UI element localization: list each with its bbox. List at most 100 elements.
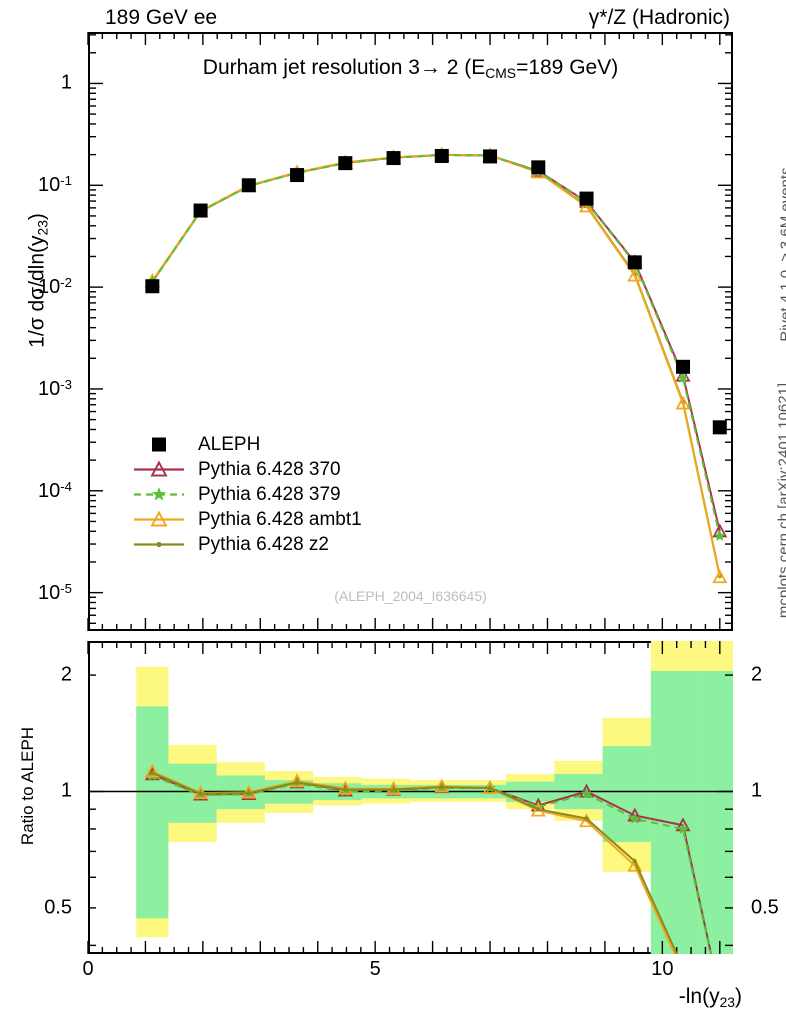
plot-title-post: =189 GeV) bbox=[516, 56, 619, 79]
y-axis-ticks-ratio-left: 2 1 0.5 bbox=[0, 641, 82, 954]
plot-title-pre: Durham jet resolution 3→ 2 (E bbox=[202, 56, 486, 79]
legend-swatch bbox=[134, 460, 184, 477]
ratio-marker-pythia-6-428-379 bbox=[580, 787, 593, 799]
y-axis-ticks-main: 1 10-1 10-2 10-3 10-4 10-5 bbox=[0, 32, 82, 631]
legend-key-icon bbox=[132, 457, 186, 482]
tick-exponent: -4 bbox=[60, 478, 72, 494]
ratio-marker-pythia-6-428-ambt1 bbox=[289, 773, 305, 788]
legend-item-pythia-6-428-z2[interactable]: Pythia 6.428 z2 bbox=[132, 532, 432, 557]
ratio-marker-pythia-6-428-z2 bbox=[198, 791, 203, 796]
legend-item-pythia-6-428-ambt1[interactable]: Pythia 6.428 ambt1 bbox=[132, 507, 432, 532]
tick-mantissa: 10 bbox=[38, 581, 61, 604]
x-axis-label-pre: -ln(y bbox=[678, 985, 720, 1008]
y-tick-label-ratio: 0.5 bbox=[751, 896, 779, 919]
x-axis-label-post: ) bbox=[735, 985, 742, 1008]
y-tick-label-main: 10-4 bbox=[38, 479, 82, 503]
y-tick-label-ratio: 2 bbox=[751, 663, 763, 686]
data-marker-aleph bbox=[434, 148, 449, 163]
ratio-marker-pythia-6-428-z2 bbox=[295, 780, 300, 785]
legend-key-icon bbox=[132, 507, 186, 532]
analysis-id-watermark: (ALEPH_2004_I636645) bbox=[334, 588, 487, 604]
ratio-uncertainty-band-inner bbox=[650, 670, 700, 954]
legend-item-label: Pythia 6.428 370 bbox=[198, 458, 341, 480]
y-tick-label-main: 1 bbox=[60, 71, 72, 94]
tick-mantissa: 10 bbox=[38, 479, 61, 502]
header-energy-label: 189 GeV ee bbox=[105, 6, 218, 29]
legend-star-icon bbox=[151, 487, 167, 501]
data-marker-aleph bbox=[386, 151, 401, 166]
ratio-marker-pythia-6-428-ambt1 bbox=[386, 780, 402, 795]
series-marker-pythia-6-428-ambt1 bbox=[675, 395, 691, 410]
legend-key-icon bbox=[132, 432, 186, 457]
legend-swatch bbox=[134, 510, 184, 527]
ratio-marker-pythia-6-428-z2 bbox=[488, 786, 493, 791]
legend-triangle-icon bbox=[150, 460, 168, 477]
data-marker-aleph bbox=[712, 420, 727, 435]
main-plot-frame bbox=[88, 32, 733, 631]
legend: ALEPH Pythia 6.428 370 Pythia 6.428 379 Pyt… bbox=[132, 432, 432, 557]
data-marker-aleph bbox=[676, 359, 691, 374]
legend-item-aleph[interactable]: ALEPH bbox=[132, 432, 432, 457]
tick-exponent: -5 bbox=[60, 580, 72, 596]
data-marker-aleph bbox=[338, 156, 353, 171]
y-tick-label-main: 10-3 bbox=[38, 377, 82, 401]
ratio-marker-pythia-6-428-379 bbox=[629, 812, 641, 824]
data-marker-aleph bbox=[579, 191, 594, 206]
legend-item-pythia-6-428-379[interactable]: Pythia 6.428 379 bbox=[132, 482, 432, 507]
y-tick-label-ratio: 2 bbox=[60, 663, 72, 686]
x-tick-label: 0 bbox=[82, 958, 94, 980]
plot-title: Durham jet resolution 3→ 2 (ECMS=189 GeV… bbox=[88, 56, 733, 81]
y-axis-ticks-ratio-right: 2 1 0.5 bbox=[739, 641, 786, 954]
x-axis-label: -ln(y23) bbox=[679, 985, 742, 1010]
ratio-uncertainty-band-inner bbox=[136, 706, 169, 919]
series-marker-pythia-6-428-ambt1 bbox=[712, 569, 728, 584]
data-marker-aleph bbox=[627, 255, 642, 270]
x-axis-label-sub: 23 bbox=[719, 993, 735, 1010]
data-marker-aleph bbox=[531, 160, 546, 175]
tick-mantissa: 10 bbox=[38, 174, 61, 197]
series-marker-pythia-6-428-379 bbox=[677, 371, 689, 383]
tick-exponent: -2 bbox=[60, 274, 72, 290]
legend-key-icon bbox=[132, 482, 186, 507]
x-tick-label: 5 bbox=[369, 958, 381, 980]
data-marker-aleph bbox=[241, 178, 256, 193]
legend-item-label: ALEPH bbox=[198, 433, 261, 455]
data-marker-aleph bbox=[483, 149, 498, 164]
data-marker-aleph bbox=[193, 203, 208, 218]
ratio-marker-pythia-6-428-z2 bbox=[439, 785, 444, 790]
y-tick-label-ratio: 1 bbox=[60, 779, 72, 802]
ratio-marker-pythia-6-428-z2 bbox=[343, 787, 348, 792]
legend-dot-icon bbox=[156, 541, 162, 548]
data-marker-aleph bbox=[145, 279, 160, 294]
y-tick-label-ratio: 0.5 bbox=[44, 896, 72, 919]
ratio-marker-pythia-6-428-370 bbox=[579, 783, 595, 798]
x-tick-label: 10 bbox=[651, 958, 674, 980]
legend-item-label: Pythia 6.428 ambt1 bbox=[198, 508, 362, 530]
legend-item-pythia-6-428-370[interactable]: Pythia 6.428 370 bbox=[132, 457, 432, 482]
plot-title-sub: CMS bbox=[485, 64, 517, 81]
ratio-marker-pythia-6-428-z2 bbox=[246, 791, 251, 796]
ratio-marker-pythia-6-428-ambt1 bbox=[434, 778, 450, 793]
ratio-marker-pythia-6-428-z2 bbox=[584, 816, 589, 821]
tick-exponent: -3 bbox=[60, 376, 72, 392]
header-process-label: γ*/Z (Hadronic) bbox=[588, 6, 730, 29]
legend-item-label: Pythia 6.428 z2 bbox=[198, 533, 329, 555]
tick-mantissa: 10 bbox=[38, 378, 61, 401]
ratio-marker-pythia-6-428-z2 bbox=[536, 807, 541, 812]
ratio-marker-pythia-6-428-z2 bbox=[391, 787, 396, 792]
y-tick-label-ratio: 1 bbox=[751, 779, 763, 802]
ratio-uncertainty-band-inner bbox=[602, 746, 651, 843]
data-marker-aleph bbox=[290, 168, 305, 183]
legend-swatch bbox=[134, 487, 184, 501]
legend-swatch bbox=[152, 437, 166, 452]
y-tick-label-main: 10-2 bbox=[38, 275, 82, 299]
tick-mantissa: 10 bbox=[38, 276, 61, 299]
ratio-marker-pythia-6-428-379 bbox=[677, 822, 689, 834]
y-tick-label-main: 10-5 bbox=[38, 580, 82, 604]
ratio-marker-pythia-6-428-ambt1 bbox=[627, 857, 643, 872]
series-marker-pythia-6-428-379 bbox=[714, 529, 726, 541]
legend-item-label: Pythia 6.428 379 bbox=[198, 483, 341, 505]
legend-swatch bbox=[134, 541, 184, 548]
tick-exponent: -1 bbox=[60, 173, 72, 189]
